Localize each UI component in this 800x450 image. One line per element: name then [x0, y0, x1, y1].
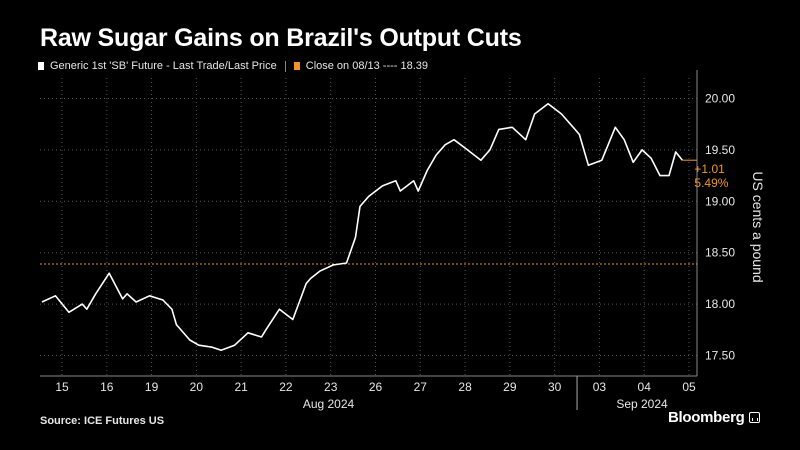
x-tick-label: 26: [369, 380, 383, 394]
x-group-label: Aug 2024: [303, 397, 355, 411]
x-tick-label: 16: [100, 380, 114, 394]
series-swatch: [38, 62, 44, 70]
x-tick-label: 29: [503, 380, 517, 394]
chart-title: Raw Sugar Gains on Brazil's Output Cuts: [40, 24, 522, 52]
x-tick-label: 21: [234, 380, 248, 394]
x-tick-label: 05: [682, 380, 696, 394]
legend: Generic 1st 'SB' Future - Last Trade/Las…: [38, 60, 428, 72]
price-series-line: [41, 102, 684, 352]
y-tick-label: 19.50: [705, 143, 735, 157]
reference-swatch: [293, 62, 300, 70]
change-abs-label: +1.01: [694, 162, 725, 176]
source-note: Source: ICE Futures US: [40, 415, 165, 427]
change-pct-label: 5.49%: [694, 176, 728, 190]
x-tick-label: 04: [638, 380, 652, 394]
x-tick-label: 28: [458, 380, 472, 394]
x-tick-label: 23: [324, 380, 338, 394]
x-tick-label: 15: [55, 380, 69, 394]
x-tick-label: 22: [279, 380, 293, 394]
bloomberg-logo: Bloomberg: [668, 409, 761, 426]
bloomberg-terminal-icon: [749, 412, 761, 423]
x-tick-label: 19: [145, 380, 159, 394]
y-axis-label: US cents a pound: [750, 171, 766, 282]
x-tick-label: 03: [593, 380, 607, 394]
legend-reference-label: Close on 08/13 ---- 18.39: [305, 60, 429, 72]
y-tick-label: 20.00: [705, 92, 735, 106]
legend-separator: [284, 60, 286, 72]
legend-series-label: Generic 1st 'SB' Future - Last Trade/Las…: [50, 60, 277, 72]
y-tick-label: 18.50: [705, 246, 735, 260]
x-group-label: Sep 2024: [616, 397, 668, 411]
y-tick-label: 17.50: [705, 348, 735, 362]
y-tick-label: 18.00: [705, 297, 735, 311]
x-tick-label: 27: [414, 380, 428, 394]
x-tick-label: 30: [548, 380, 562, 394]
x-tick-label: 20: [190, 380, 204, 394]
y-tick-label: 19.00: [705, 194, 735, 208]
brand-name: Bloomberg: [668, 409, 745, 426]
